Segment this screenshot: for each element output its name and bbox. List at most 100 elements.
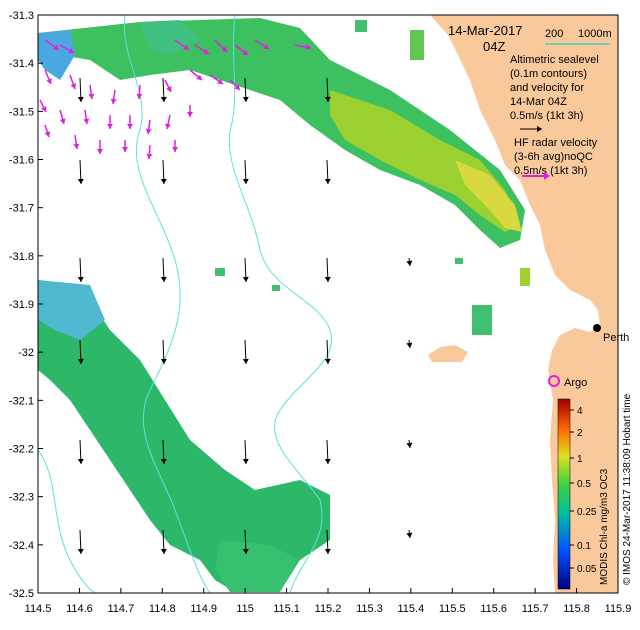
hf-radar-arrow-head bbox=[166, 86, 172, 92]
x-tick-label: 115.5 bbox=[439, 603, 466, 615]
hf-radar-arrow-head bbox=[203, 48, 209, 54]
y-tick-label: -31.7 bbox=[9, 203, 34, 215]
hf-radar-arrow-head bbox=[110, 98, 117, 104]
scale-label-b: 1000m bbox=[578, 28, 612, 40]
alt-legend-line-4: 14-Mar 04Z bbox=[510, 96, 567, 108]
altimetric-arrow-head bbox=[324, 178, 331, 184]
altimetric-arrow-head bbox=[160, 276, 167, 282]
hf-radar-arrow-head bbox=[41, 106, 47, 112]
hf-radar-arrow-head bbox=[97, 149, 103, 154]
altimetric-arrow-head bbox=[160, 178, 167, 184]
x-tick-label: 115.1 bbox=[273, 603, 300, 615]
altimetric-arrow-head bbox=[406, 342, 413, 348]
rottnest-island bbox=[428, 345, 468, 362]
title-date: 14-Mar-2017 bbox=[448, 23, 522, 38]
y-tick-label: -32 bbox=[18, 347, 34, 359]
hf-radar-arrow-head bbox=[146, 153, 153, 159]
y-tick-label: -31.5 bbox=[9, 106, 34, 118]
colorbar-tick-label: 1 bbox=[577, 454, 583, 465]
hf-radar-arrow-head bbox=[165, 123, 171, 129]
y-tick-label: -32.4 bbox=[9, 540, 34, 552]
hf-radar-arrow-head bbox=[305, 44, 311, 51]
hf-radar-arrow-head bbox=[217, 78, 223, 84]
x-tick-label: 115.3 bbox=[356, 603, 383, 615]
hf-radar-arrow-head bbox=[88, 93, 95, 99]
y-tick-label: -31.6 bbox=[9, 155, 34, 167]
y-tick-label: -32.1 bbox=[9, 395, 34, 407]
perth-marker bbox=[593, 324, 601, 332]
hf-legend-line-1: HF radar velocity bbox=[514, 137, 598, 149]
altimetric-arrow-head bbox=[77, 178, 84, 184]
altimetric-arrow-head bbox=[406, 442, 413, 448]
hf-radar-arrow-head bbox=[263, 43, 269, 49]
altimetric-legend: Altimetric sealevel (0.1m contours) and … bbox=[510, 54, 599, 132]
y-tick-label: -32.5 bbox=[9, 588, 34, 600]
altimetric-arrow-head bbox=[324, 548, 331, 554]
hf-radar-arrow-head bbox=[127, 124, 133, 129]
colorbar-tick-label: 2 bbox=[577, 428, 583, 439]
colorbar-tick-label: 4 bbox=[577, 406, 583, 417]
altimetric-arrow-head bbox=[160, 358, 167, 364]
bathymetry-contours bbox=[37, 14, 333, 594]
hf-legend-line-3: 0.5m/s (1kt 3h) bbox=[514, 165, 587, 177]
hf-legend: HF radar velocity (3-6h avg)noQC 0.5m/s … bbox=[514, 137, 598, 180]
altimetric-arrow-head bbox=[324, 96, 331, 102]
altimetric-arrow-head bbox=[160, 548, 167, 554]
argo-marker bbox=[548, 375, 560, 387]
altimetric-arrow-head bbox=[77, 96, 84, 102]
chlorophyll-patches bbox=[38, 18, 530, 592]
altimetric-arrow-head bbox=[77, 548, 84, 554]
colorbar bbox=[557, 398, 571, 590]
hf-radar-arrow-head bbox=[187, 112, 193, 117]
x-tick-label: 114.6 bbox=[66, 603, 93, 615]
alt-legend-line-3: and velocity for bbox=[510, 82, 584, 94]
colorbar-tick-label: 0.1 bbox=[577, 541, 591, 552]
altimetric-arrow-head bbox=[77, 358, 84, 364]
y-tick-label: -31.9 bbox=[9, 299, 34, 311]
x-tick-label: 114.5 bbox=[25, 603, 52, 615]
x-tick-label: 115.6 bbox=[480, 603, 507, 615]
hf-radar-arrow-head bbox=[136, 93, 143, 99]
x-tick-label: 115 bbox=[236, 603, 254, 615]
hf-radar-arrow-head bbox=[83, 118, 90, 124]
colorbar-tick-label: 0.5 bbox=[577, 479, 591, 490]
y-tick-label: -31.3 bbox=[9, 10, 34, 22]
colorbar-label: MODIS Chl-a mg/m3 OC3 bbox=[599, 468, 610, 585]
altimetric-arrow-head bbox=[77, 276, 84, 282]
hf-radar-arrow-head bbox=[59, 118, 66, 124]
altimetric-arrow-head bbox=[406, 260, 413, 266]
altimetric-arrow-head bbox=[160, 96, 167, 102]
hf-radar-arrow-head bbox=[122, 147, 128, 152]
altimetric-arrow-head bbox=[242, 548, 249, 554]
colorbar-tick-label: 0.25 bbox=[577, 507, 597, 518]
x-tick-label: 115.7 bbox=[522, 603, 549, 615]
x-axis: 114.5 114.6 114.7 114.8 114.9 115 115.1 115.2 11… bbox=[25, 588, 631, 615]
y-tick-label: -31.8 bbox=[9, 251, 34, 263]
hf-radar-arrow-head bbox=[196, 74, 202, 80]
perth-label: Perth bbox=[603, 332, 629, 344]
hf-radar-arrow-head bbox=[46, 78, 52, 84]
hf-legend-line-2: (3-6h avg)noQC bbox=[514, 151, 593, 163]
y-tick-label: -32.2 bbox=[9, 444, 34, 456]
argo-label: Argo bbox=[564, 377, 587, 389]
y-tick-label: -31.4 bbox=[9, 58, 34, 70]
x-tick-label: 114.9 bbox=[190, 603, 217, 615]
altimetric-arrows bbox=[77, 77, 413, 555]
hf-radar-arrows bbox=[39, 39, 312, 160]
altimetric-arrow-head bbox=[242, 178, 249, 184]
x-tick-label: 114.8 bbox=[149, 603, 176, 615]
land bbox=[430, 15, 618, 593]
hf-radar-arrow-head bbox=[68, 47, 74, 54]
x-tick-label: 115.8 bbox=[563, 603, 590, 615]
hf-radar-arrow-head bbox=[172, 147, 178, 152]
hf-radar-arrow-head bbox=[73, 143, 80, 149]
alt-legend-line-1: Altimetric sealevel bbox=[510, 54, 599, 66]
altimetric-arrow-head bbox=[242, 276, 249, 282]
y-tick-label: -32.3 bbox=[9, 492, 34, 504]
alt-legend-line-2: (0.1m contours) bbox=[510, 68, 587, 80]
hf-radar-arrow-head bbox=[53, 44, 59, 50]
altimetric-arrow-head bbox=[242, 358, 249, 364]
hf-radar-arrow-head bbox=[234, 84, 240, 90]
altimetric-arrow-head bbox=[324, 276, 331, 282]
